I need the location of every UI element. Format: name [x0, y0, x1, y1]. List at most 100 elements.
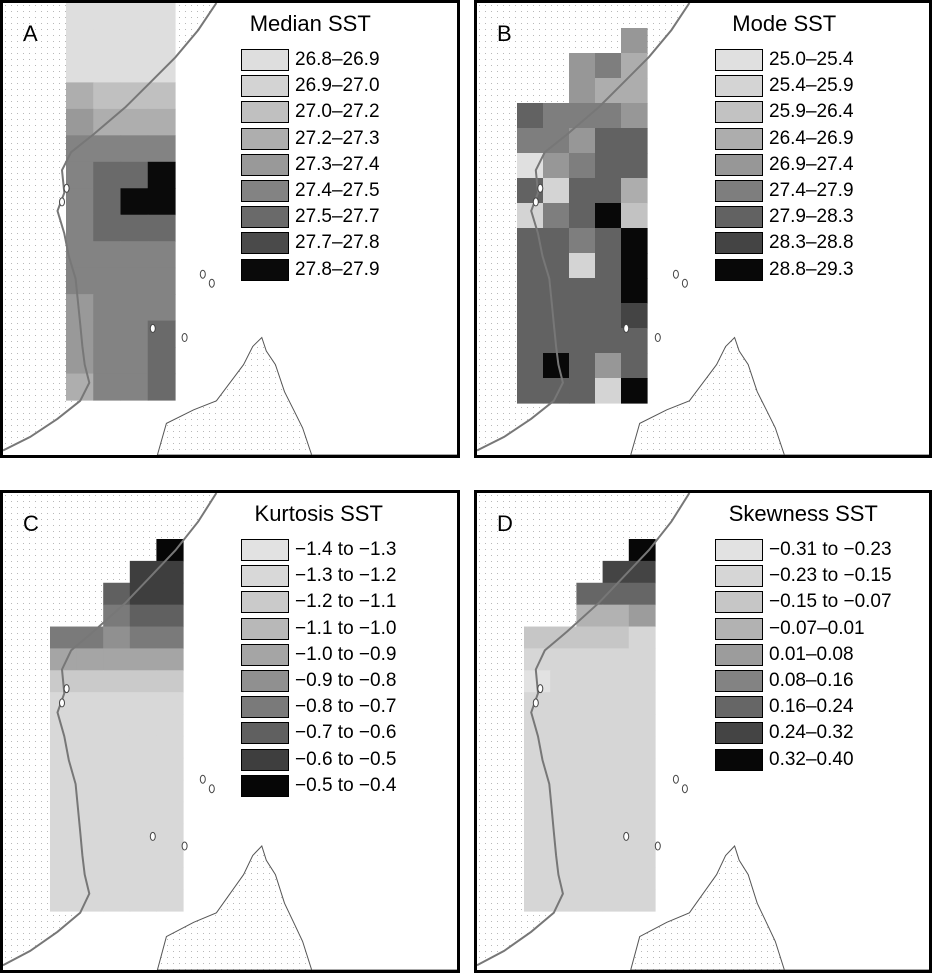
sst-cell [129, 801, 157, 825]
sst-cell [569, 78, 596, 104]
sst-cell [156, 735, 184, 759]
legend-item: 27.9–28.3 [715, 204, 854, 230]
island [208, 784, 215, 794]
sst-cell [120, 55, 149, 83]
sst-cell [76, 670, 104, 693]
sst-cell [156, 648, 184, 671]
sst-cell [129, 779, 157, 803]
sst-cell [103, 692, 131, 715]
sst-cell [76, 801, 104, 825]
island [59, 197, 65, 207]
sst-cell [517, 378, 544, 404]
sst-cell [595, 228, 622, 254]
legend-label: 26.4–26.9 [769, 127, 854, 149]
sst-cell [50, 714, 78, 737]
land-area [630, 845, 929, 970]
sst-cell [602, 889, 630, 912]
island [654, 841, 661, 851]
sst-cell [120, 29, 149, 57]
legend-label: −1.1 to −1.0 [295, 617, 397, 639]
sst-cell [129, 626, 157, 650]
legend-label: 28.8–29.3 [769, 258, 854, 280]
sst-cell [524, 735, 551, 759]
sst-cell [550, 823, 577, 846]
sst-cell [103, 867, 131, 890]
sst-cell [50, 779, 78, 803]
sst-cell [66, 161, 94, 189]
legend-items: −0.31 to −0.23 −0.23 to −0.15 −0.15 to −0.… [715, 537, 892, 773]
island [654, 333, 661, 342]
island [623, 831, 630, 841]
sst-cell [569, 328, 596, 354]
sst-cell [156, 539, 184, 562]
sst-cell [621, 378, 648, 404]
sst-cell [628, 823, 656, 846]
legend-swatch [241, 49, 289, 72]
sst-cell [103, 714, 131, 737]
legend-swatch [241, 258, 289, 281]
sst-cell [76, 757, 104, 781]
legend-swatch [241, 565, 289, 588]
sst-cell [76, 823, 104, 846]
sst-cell [156, 670, 184, 693]
sst-cell [120, 320, 149, 348]
sst-cell [621, 128, 648, 154]
sst-cell [66, 108, 94, 136]
sst-cell [129, 714, 157, 737]
sst-cell [147, 294, 176, 322]
legend-item: −1.1 to −1.0 [241, 616, 396, 642]
sst-cell [543, 153, 570, 179]
sst-cell [156, 626, 184, 650]
legend-swatch [715, 232, 763, 255]
sst-cell [120, 135, 149, 163]
legend-label: 27.3–27.4 [295, 153, 380, 175]
sst-cell [576, 757, 604, 781]
sst-cell [76, 779, 104, 803]
sst-cell [543, 303, 570, 329]
legend-item: 25.9–26.4 [715, 99, 854, 125]
legend: Mode SST 25.0–25.4 25.4–25.9 25.9–26.4 26.4… [715, 11, 854, 283]
sst-cell [595, 253, 622, 279]
legend-swatch [715, 670, 763, 693]
legend-label: −0.31 to −0.23 [769, 539, 892, 561]
sst-cell [120, 267, 149, 295]
sst-cell [129, 560, 157, 584]
legend-label: 25.4–25.9 [769, 75, 854, 97]
panel-median-sst: A Median SST 26.8–26.9 26.9–27.0 27.0–27.2… [0, 0, 460, 458]
sst-cell [103, 648, 131, 671]
sst-cell [602, 735, 630, 759]
sst-cell [50, 735, 78, 759]
land-area [3, 3, 217, 455]
sst-grid [517, 28, 648, 404]
sst-cell [576, 604, 604, 628]
sst-cell [517, 103, 544, 129]
legend-title: Kurtosis SST [254, 501, 383, 526]
island [59, 698, 65, 708]
legend-swatch [241, 696, 289, 719]
sst-cell [595, 153, 622, 179]
legend: Kurtosis SST −1.4 to −1.3 −1.3 to −1.2 −1.… [241, 501, 396, 799]
sst-cell [93, 320, 122, 348]
sst-cell [576, 867, 604, 890]
island [532, 197, 539, 207]
legend-item: −0.8 to −0.7 [241, 694, 396, 720]
sst-cell [576, 582, 604, 606]
sst-cell [628, 604, 656, 628]
sst-cell [103, 735, 131, 759]
sst-cell [156, 582, 184, 606]
legend-swatch [241, 722, 289, 745]
sst-cell [147, 267, 176, 295]
island [149, 323, 156, 333]
panel-letter: D [497, 511, 513, 536]
legend-item: 27.2–27.3 [241, 126, 380, 152]
legend-item: 28.3–28.8 [715, 230, 854, 256]
legend-swatch [715, 565, 763, 588]
sst-cell [576, 823, 604, 846]
sst-cell [569, 203, 596, 229]
sst-cell [156, 757, 184, 781]
sst-cell [93, 55, 122, 83]
sst-cell [550, 648, 577, 671]
sst-cell [76, 626, 104, 650]
sst-cell [129, 823, 157, 846]
sst-cell [93, 135, 122, 163]
